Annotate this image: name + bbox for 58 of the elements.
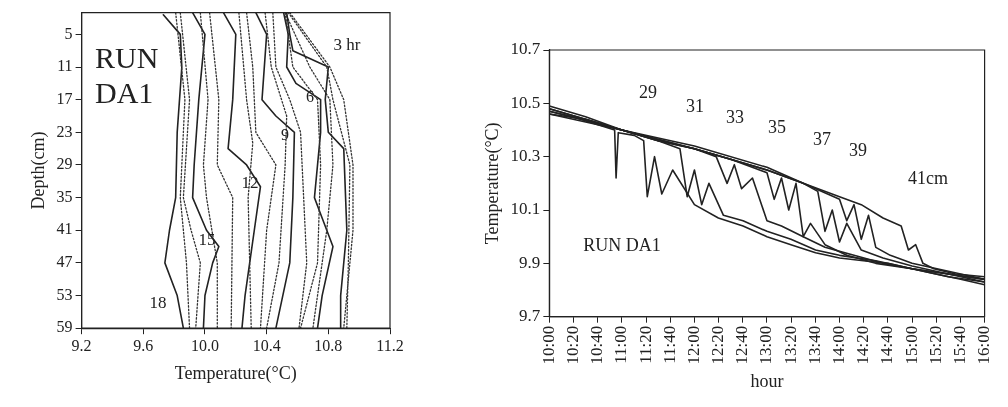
y-tick-label: 59 bbox=[56, 318, 73, 336]
annotation: 3 hr bbox=[333, 35, 361, 55]
x-tick-label: 10.8 bbox=[314, 337, 343, 354]
x-tick-label: 15:20 bbox=[925, 325, 945, 365]
x-tick-label: 13:00 bbox=[756, 325, 776, 365]
x-tick-label: 15:00 bbox=[901, 325, 921, 365]
y-tick-label: 23 bbox=[56, 122, 73, 140]
x-tick-label: 11:40 bbox=[659, 325, 679, 364]
y-tick-label: 53 bbox=[56, 285, 73, 303]
annotation: 31 bbox=[686, 95, 704, 117]
y-tick-label: 10.5 bbox=[510, 92, 541, 112]
x-tick-label: 11:20 bbox=[635, 325, 655, 364]
y-tick-label: 10.7 bbox=[510, 39, 541, 59]
annotation: 6 bbox=[306, 87, 314, 107]
annotation: 33 bbox=[726, 106, 744, 128]
y-axis-title: Depth(cm) bbox=[27, 131, 49, 210]
annotation: 41cm bbox=[908, 167, 948, 189]
x-tick-label: 10:00 bbox=[538, 325, 558, 365]
x-axis-title: hour bbox=[750, 370, 784, 391]
x-tick-label: 15:40 bbox=[949, 325, 969, 365]
x-tick-label: 14:20 bbox=[853, 325, 873, 365]
x-tick-label: 9.2 bbox=[71, 337, 92, 354]
y-tick-label: 10.1 bbox=[510, 199, 541, 219]
x-tick-label: 11.2 bbox=[376, 337, 404, 354]
x-tick-label: 10:20 bbox=[563, 325, 582, 365]
x-axis-title: Temperature(°C) bbox=[174, 362, 297, 384]
x-tick-label: 10.0 bbox=[190, 337, 219, 354]
y-tick-label: 9.7 bbox=[519, 306, 541, 326]
annotation: 29 bbox=[639, 81, 657, 103]
x-tick-label: 13:40 bbox=[804, 325, 824, 365]
y-tick-label: 35 bbox=[56, 187, 73, 205]
x-tick-label: 10:40 bbox=[587, 325, 607, 365]
y-tick-label: 17 bbox=[56, 89, 73, 107]
annotation: 18 bbox=[149, 293, 167, 313]
annotation: RUN DA1 bbox=[95, 40, 160, 110]
annotation: 9 bbox=[281, 125, 289, 145]
x-tick-label: 12:40 bbox=[732, 325, 752, 365]
x-tick-label: 16:00 bbox=[974, 325, 994, 365]
x-tick-label: 11:00 bbox=[611, 325, 631, 364]
x-tick-label: 12:00 bbox=[683, 325, 703, 365]
y-tick-label: 11 bbox=[57, 57, 73, 75]
x-tick-label: 14:40 bbox=[877, 325, 897, 365]
annotation: 35 bbox=[768, 116, 786, 138]
x-tick-label: 13:20 bbox=[780, 325, 800, 365]
y-tick-label: 5 bbox=[64, 24, 73, 42]
x-tick-label: 12:20 bbox=[708, 325, 728, 365]
x-tick-label: 9.6 bbox=[133, 337, 154, 354]
annotation: 37 bbox=[813, 128, 831, 150]
y-tick-label: 9.9 bbox=[519, 252, 541, 272]
y-tick-label: 47 bbox=[56, 253, 73, 271]
x-tick-label: 10.4 bbox=[252, 337, 281, 354]
annotation: 39 bbox=[849, 139, 867, 161]
y-tick-label: 41 bbox=[56, 220, 73, 238]
x-tick-label: 14:00 bbox=[828, 325, 848, 365]
y-tick-label: 10.3 bbox=[510, 146, 541, 166]
y-axis-title: Temperature(°C) bbox=[481, 122, 503, 245]
y-tick-label: 29 bbox=[56, 155, 73, 173]
annotation: RUN DA1 bbox=[583, 234, 661, 256]
